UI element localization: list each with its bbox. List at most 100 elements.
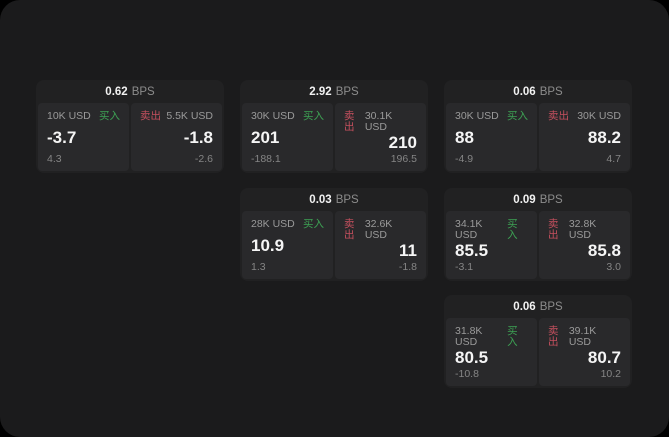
- buy-tile[interactable]: 30K USD 买入 88 -4.9: [446, 103, 537, 171]
- quote-body: 30K USD 买入 88 -4.9 卖出 30K USD 88.2 4.7: [444, 103, 632, 173]
- sell-size-label: 32.8K USD: [568, 218, 597, 241]
- buy-tile[interactable]: 31.8K USD 买入 80.5 -10.8: [446, 318, 537, 386]
- sell-price: 88.2: [587, 128, 621, 147]
- spread-header: 0.09 BPS: [444, 188, 632, 211]
- spread-header: 0.06 BPS: [444, 80, 632, 103]
- buy-size-label: 34.1K USD: [455, 218, 483, 241]
- quote-card: 0.62 BPS 10K USD 买入 -3.7 4.3 卖出 5.5K USD…: [36, 80, 224, 173]
- sell-side-label: 卖出: [548, 110, 569, 122]
- sell-tile[interactable]: 卖出 5.5K USD -1.8 -2.6: [131, 103, 222, 171]
- sell-price: -1.8: [183, 128, 213, 147]
- sell-price: 11: [399, 241, 417, 261]
- bps-unit-label: BPS: [539, 300, 563, 313]
- spread-header: 2.92 BPS: [240, 80, 428, 103]
- buy-tile-header: 34.1K USD 买入: [455, 219, 528, 240]
- buy-tile[interactable]: 30K USD 买入 201 -188.1: [242, 103, 333, 171]
- spread-value: 0.06: [513, 85, 536, 98]
- sell-tile-header: 卖出 32.6K USD: [344, 219, 417, 240]
- buy-tile-header: 28K USD 买入: [251, 219, 324, 230]
- spread-value: 0.62: [105, 85, 128, 98]
- sell-tile-header: 卖出 30K USD: [548, 111, 621, 122]
- buy-delta: -3.1: [455, 260, 474, 273]
- sell-tile[interactable]: 卖出 39.1K USD 80.7 10.2: [539, 318, 630, 386]
- buy-price: 10.9: [251, 236, 285, 255]
- buy-delta: -4.9: [455, 152, 474, 165]
- sell-tile[interactable]: 卖出 30K USD 88.2 4.7: [539, 103, 630, 171]
- buy-side-label: 买入: [303, 110, 324, 122]
- spread-header: 0.06 BPS: [444, 295, 632, 318]
- sell-delta: 10.2: [600, 367, 621, 380]
- sell-side-label: 卖出: [548, 218, 559, 241]
- quote-body: 30K USD 买入 201 -188.1 卖出 30.1K USD 210 1…: [240, 103, 428, 173]
- buy-delta: 4.3: [47, 152, 62, 165]
- spread-header: 0.03 BPS: [240, 188, 428, 211]
- buy-price: 80.5: [455, 348, 489, 368]
- buy-delta: -188.1: [251, 152, 281, 165]
- sell-price: 210: [388, 133, 417, 153]
- buy-tile-header: 10K USD 买入: [47, 111, 120, 122]
- sell-tile-header: 卖出 5.5K USD: [140, 111, 213, 122]
- sell-size-label: 5.5K USD: [166, 110, 213, 122]
- buy-size-label: 28K USD: [251, 218, 295, 230]
- sell-price: 85.8: [587, 241, 621, 261]
- bps-unit-label: BPS: [131, 85, 155, 98]
- sell-delta: 196.5: [390, 152, 417, 165]
- sell-side-label: 卖出: [548, 325, 559, 348]
- buy-tile-header: 30K USD 买入: [455, 111, 528, 122]
- sell-size-label: 39.1K USD: [568, 325, 597, 348]
- buy-side-label: 买入: [99, 110, 120, 122]
- buy-side-label: 买入: [507, 110, 528, 122]
- quote-body: 34.1K USD 买入 85.5 -3.1 卖出 32.8K USD 85.8…: [444, 211, 632, 281]
- sell-tile[interactable]: 卖出 30.1K USD 210 196.5: [335, 103, 426, 171]
- sell-tile[interactable]: 卖出 32.6K USD 11 -1.8: [335, 211, 426, 279]
- buy-tile[interactable]: 10K USD 买入 -3.7 4.3: [38, 103, 129, 171]
- buy-tile[interactable]: 28K USD 买入 10.9 1.3: [242, 211, 333, 279]
- buy-size-label: 30K USD: [455, 110, 499, 122]
- quote-body: 31.8K USD 买入 80.5 -10.8 卖出 39.1K USD 80.…: [444, 318, 632, 388]
- sell-delta: 3.0: [606, 260, 621, 273]
- quote-card: 0.06 BPS 31.8K USD 买入 80.5 -10.8 卖出 39.1…: [444, 295, 632, 388]
- buy-price: 201: [251, 128, 280, 147]
- buy-size-label: 30K USD: [251, 110, 295, 122]
- buy-side-label: 买入: [303, 218, 324, 230]
- buy-size-label: 31.8K USD: [455, 325, 483, 348]
- quote-card: 2.92 BPS 30K USD 买入 201 -188.1 卖出 30.1K …: [240, 80, 428, 173]
- sell-delta: -2.6: [194, 152, 213, 165]
- buy-price: 85.5: [455, 241, 489, 261]
- sell-delta: -1.8: [398, 260, 417, 273]
- sell-tile-header: 卖出 30.1K USD: [344, 111, 417, 132]
- buy-price: 88: [455, 128, 474, 147]
- buy-size-label: 10K USD: [47, 110, 91, 122]
- bps-unit-label: BPS: [539, 193, 563, 206]
- bps-unit-label: BPS: [539, 85, 563, 98]
- sell-side-label: 卖出: [140, 110, 161, 122]
- buy-delta: -10.8: [455, 367, 479, 380]
- quote-body: 10K USD 买入 -3.7 4.3 卖出 5.5K USD -1.8 -2.…: [36, 103, 224, 173]
- quote-card: 0.09 BPS 34.1K USD 买入 85.5 -3.1 卖出 32.8K…: [444, 188, 632, 281]
- buy-delta: 1.3: [251, 260, 266, 273]
- quote-card: 0.03 BPS 28K USD 买入 10.9 1.3 卖出 32.6K US…: [240, 188, 428, 281]
- sell-tile-header: 卖出 39.1K USD: [548, 326, 621, 347]
- spread-value: 0.03: [309, 193, 332, 206]
- sell-size-label: 30K USD: [577, 110, 621, 122]
- sell-tile-header: 卖出 32.8K USD: [548, 219, 621, 240]
- sell-tile[interactable]: 卖出 32.8K USD 85.8 3.0: [539, 211, 630, 279]
- spread-value: 0.06: [513, 300, 536, 313]
- buy-tile[interactable]: 34.1K USD 买入 85.5 -3.1: [446, 211, 537, 279]
- quote-body: 28K USD 买入 10.9 1.3 卖出 32.6K USD 11 -1.8: [240, 211, 428, 281]
- sell-size-label: 30.1K USD: [364, 110, 393, 133]
- buy-tile-header: 30K USD 买入: [251, 111, 324, 122]
- quote-card: 0.06 BPS 30K USD 买入 88 -4.9 卖出 30K USD 8…: [444, 80, 632, 173]
- spread-value: 0.09: [513, 193, 536, 206]
- spread-value: 2.92: [309, 85, 332, 98]
- bps-unit-label: BPS: [335, 85, 359, 98]
- buy-side-label: 买入: [507, 325, 518, 348]
- buy-tile-header: 31.8K USD 买入: [455, 326, 528, 347]
- spread-header: 0.62 BPS: [36, 80, 224, 103]
- bps-unit-label: BPS: [335, 193, 359, 206]
- sell-side-label: 卖出: [344, 218, 355, 241]
- sell-side-label: 卖出: [344, 110, 355, 133]
- buy-price: -3.7: [47, 128, 77, 147]
- buy-side-label: 买入: [507, 218, 518, 241]
